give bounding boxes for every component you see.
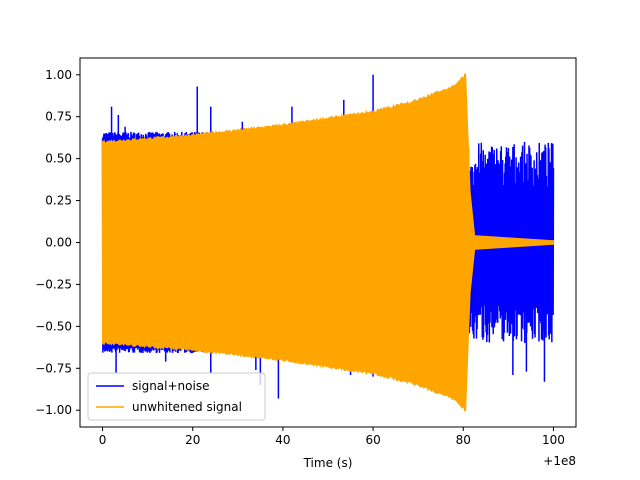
plot-area — [101, 73, 555, 412]
y-tick-label: 1.00 — [45, 68, 72, 82]
x-tick-label: 80 — [456, 433, 471, 447]
y-tick-label: −1.00 — [35, 403, 72, 417]
series-line-unwhitened-signal — [101, 73, 555, 412]
x-tick-label: 40 — [275, 433, 290, 447]
legend: signal+noise unwhitened signal — [87, 372, 266, 421]
x-axis-label: Time (s) — [303, 456, 353, 470]
x-tick-label: 60 — [365, 433, 380, 447]
y-tick-label: 0.50 — [45, 152, 72, 166]
x-axis-offset-label: +1e8 — [543, 454, 576, 468]
y-tick-label: −0.25 — [35, 277, 72, 291]
x-tick-label: 100 — [542, 433, 565, 447]
x-tick-label: 0 — [99, 433, 107, 447]
y-axis: −1.00 −0.75 −0.50 −0.25 0.00 0.25 0.50 0.75 1.00 — [35, 68, 80, 417]
x-tick-label: 20 — [185, 433, 200, 447]
y-tick-label: −0.50 — [35, 319, 72, 333]
legend-label-unwhitened-signal: unwhitened signal — [132, 400, 242, 414]
legend-label-signal-noise: signal+noise — [132, 379, 209, 393]
y-tick-label: 0.25 — [45, 194, 72, 208]
y-tick-label: 0.75 — [45, 110, 72, 124]
x-axis: 0 20 40 60 80 100 — [99, 427, 565, 447]
y-tick-label: −0.75 — [35, 361, 72, 375]
y-tick-label: 0.00 — [45, 236, 72, 250]
legend-box — [87, 372, 266, 421]
